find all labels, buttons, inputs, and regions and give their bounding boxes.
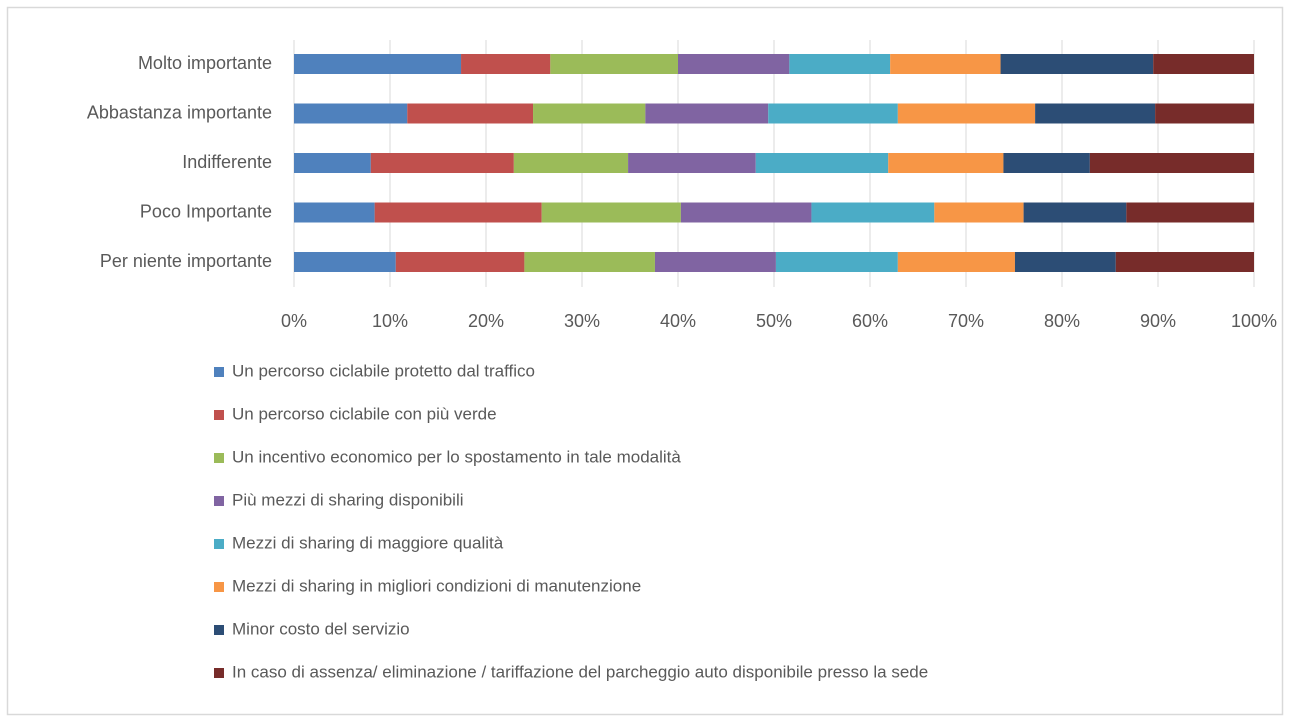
legend-swatch	[214, 367, 224, 377]
bar-segment	[370, 153, 514, 173]
bar-segment	[897, 252, 1015, 272]
x-tick-label: 20%	[468, 311, 504, 331]
bar-segment	[1089, 153, 1254, 173]
bar-segment	[1000, 54, 1154, 74]
legend-label: Un percorso ciclabile protetto dal traff…	[232, 361, 535, 380]
legend-label: Un percorso ciclabile con più verde	[232, 404, 497, 423]
bar-segment	[654, 252, 776, 272]
legend-label: Mezzi di sharing in migliori condizioni …	[232, 576, 641, 595]
bar-segment	[1115, 252, 1254, 272]
bar-segment	[1126, 202, 1254, 223]
legend-swatch	[214, 625, 224, 635]
bar-segment	[680, 202, 812, 223]
x-tick-label: 60%	[852, 311, 888, 331]
bar-segment	[541, 202, 681, 223]
bar-segment	[1003, 153, 1090, 173]
bar-segment	[294, 54, 462, 74]
bar-segment	[1023, 202, 1127, 223]
x-tick-label: 90%	[1140, 311, 1176, 331]
legend-swatch	[214, 539, 224, 549]
bar-segment	[811, 202, 935, 223]
legend-label: Più mezzi di sharing disponibili	[232, 490, 464, 509]
bar-segment	[374, 202, 542, 223]
bar-segment	[513, 153, 629, 173]
y-tick-label: Molto importante	[138, 53, 272, 73]
y-tick-label: Per niente importante	[100, 251, 272, 271]
bar-segment	[294, 153, 371, 173]
bar-segment	[1035, 103, 1156, 124]
legend-label: Mezzi di sharing di maggiore qualità	[232, 533, 504, 552]
bar-segment	[768, 103, 898, 124]
bar-segment	[890, 54, 1001, 74]
x-tick-label: 70%	[948, 311, 984, 331]
bar-segment	[775, 252, 898, 272]
legend-swatch	[214, 668, 224, 678]
bar-segment	[645, 103, 769, 124]
bar-segment	[678, 54, 790, 74]
bar-segment	[888, 153, 1004, 173]
x-tick-label: 30%	[564, 311, 600, 331]
bar-segment	[789, 54, 891, 74]
x-tick-label: 50%	[756, 311, 792, 331]
legend-label: In caso di assenza/ eliminazione / tarif…	[232, 662, 928, 681]
x-tick-label: 0%	[281, 311, 307, 331]
legend-swatch	[214, 410, 224, 420]
legend-label: Un incentivo economico per lo spostament…	[232, 447, 681, 466]
bar-segment	[934, 202, 1024, 223]
legend-swatch	[214, 582, 224, 592]
bar-segment	[407, 103, 534, 124]
legend-swatch	[214, 453, 224, 463]
bar-segment	[294, 252, 396, 272]
bar-segment	[550, 54, 678, 74]
bar-segment	[294, 202, 375, 223]
bar-segment	[1014, 252, 1116, 272]
bar-segment	[1155, 103, 1254, 124]
bar-segment	[1153, 54, 1254, 74]
x-tick-label: 80%	[1044, 311, 1080, 331]
bar-segment	[533, 103, 646, 124]
chart-frame	[6, 6, 1284, 716]
x-tick-label: 40%	[660, 311, 696, 331]
y-tick-label: Abbastanza importante	[87, 102, 272, 122]
x-tick-label: 100%	[1231, 311, 1277, 331]
bar-segment	[524, 252, 655, 272]
bar-segment	[461, 54, 551, 74]
x-tick-label: 10%	[372, 311, 408, 331]
legend-label: Minor costo del servizio	[232, 619, 410, 638]
bar-segment	[897, 103, 1036, 124]
bar-segment	[294, 103, 408, 124]
bar-segment	[395, 252, 525, 272]
bar-segment	[628, 153, 756, 173]
y-tick-label: Indifferente	[182, 152, 272, 172]
bar-segment	[755, 153, 889, 173]
legend-swatch	[214, 496, 224, 506]
y-tick-label: Poco Importante	[140, 201, 272, 221]
